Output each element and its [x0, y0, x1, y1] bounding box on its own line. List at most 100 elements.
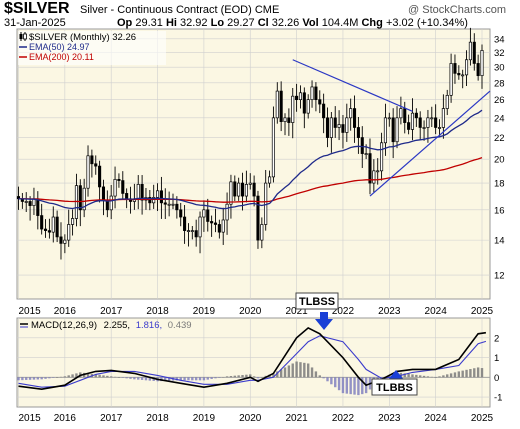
candle-body: [380, 142, 384, 172]
candle-body: [318, 99, 322, 105]
candle-body: [82, 187, 86, 211]
candle-body: [171, 203, 175, 206]
tlbbs-annotation: TLBBS: [371, 370, 418, 396]
macd-histogram-bar: [140, 377, 144, 380]
macd-histogram-bar: [164, 377, 167, 381]
macd-plot-area: [16, 317, 491, 408]
macd-histogram-bar: [187, 377, 190, 381]
candle-body: [364, 153, 368, 155]
candle-body: [314, 86, 318, 101]
change-value: +3.02 (+10.34%): [385, 17, 468, 29]
candle-body: [461, 74, 465, 77]
exchange-label: CME: [254, 4, 280, 16]
macd-histogram-bar: [272, 373, 275, 378]
candle-body: [248, 182, 252, 185]
macd-histogram-bar: [148, 377, 152, 381]
macd-histogram-bar: [469, 369, 472, 378]
histogram-value: 0.439: [168, 320, 192, 331]
candle-body: [414, 112, 418, 119]
macd-histogram-bar: [306, 363, 310, 378]
macd-histogram-bar: [75, 373, 78, 378]
candle-body: [403, 108, 407, 123]
macd-histogram-bar: [337, 377, 341, 391]
macd-histogram-bar: [36, 377, 40, 380]
candle-body: [55, 216, 59, 238]
candle-body: [167, 203, 171, 206]
macd-histogram-bar: [430, 376, 433, 378]
macd-tick-label: -1: [494, 393, 502, 404]
candle-body: [368, 153, 372, 184]
ema50-line: [18, 109, 483, 210]
high-label: Hi: [165, 17, 177, 29]
price-tick-label: 24: [494, 113, 505, 124]
open-value: 29.31: [135, 17, 163, 29]
candle-body: [233, 181, 237, 197]
candle-body: [101, 186, 106, 201]
candle-body: [210, 221, 214, 224]
macd-histogram-bar: [210, 377, 213, 379]
candle-body: [345, 117, 349, 133]
macd-histogram-bar: [86, 373, 90, 378]
tlbss-arrow-icon: [315, 312, 333, 330]
candle-body: [333, 117, 337, 128]
price-tick-label: 14: [494, 236, 505, 247]
price-tick-label: 16: [494, 205, 505, 216]
candle-body: [175, 203, 179, 211]
grid-lines: [17, 29, 490, 407]
macd-histogram-bar: [465, 369, 468, 378]
macd-year-label: 2021: [285, 413, 308, 424]
macd-year-label: 2015: [19, 413, 42, 424]
close-label: Cl: [257, 17, 269, 29]
price-year-label: 2023: [378, 306, 401, 317]
macd-histogram-bar: [237, 375, 240, 378]
macd-histogram-bar: [21, 377, 24, 381]
price-year-label: 2022: [332, 306, 355, 317]
watermark: @ StockCharts.com: [408, 4, 506, 16]
macd-histogram-bar: [125, 377, 128, 379]
price-tick-label: 28: [494, 78, 505, 89]
candle-body: [221, 219, 225, 233]
candle-body: [383, 117, 387, 144]
candle-body: [59, 236, 63, 244]
macd-year-label: 2017: [100, 413, 123, 424]
candle-body: [391, 117, 395, 143]
candle-body: [372, 170, 376, 184]
price-year-label: 2025: [471, 306, 494, 317]
macd-tick-label: 0: [494, 373, 499, 384]
macd-year-label: 2019: [193, 413, 216, 424]
macd-histogram-bar: [59, 376, 63, 378]
candle-body: [480, 50, 484, 77]
macd-histogram-bar: [17, 377, 20, 381]
tlbss-label-box: [295, 292, 339, 310]
candle-body: [63, 239, 67, 244]
low-value: 29.27: [227, 17, 255, 29]
candle-body: [113, 178, 117, 197]
candle-body: [395, 117, 399, 143]
macd-histogram-bar: [121, 377, 124, 378]
signal-value: 1.816,: [136, 320, 162, 331]
price-tick-label: 34: [494, 34, 505, 45]
ema200-line: [18, 156, 483, 203]
candle-body: [457, 72, 461, 76]
candle-body: [476, 63, 480, 77]
legend-ema200: EMA(200) 20.11: [29, 52, 94, 62]
price-tick-label: 22: [494, 133, 505, 144]
price-year-label: 2015: [19, 306, 42, 317]
candle-body: [295, 95, 299, 101]
candle-body: [51, 216, 55, 233]
candle-body: [441, 108, 445, 128]
macd-histogram-bar: [422, 375, 426, 378]
candle-body: [94, 163, 98, 167]
candle-body: [352, 108, 357, 128]
candle-body: [430, 117, 434, 120]
macd-year-label: 2016: [54, 413, 77, 424]
macd-histogram-bar: [473, 368, 476, 378]
price-year-label: 2016: [54, 306, 77, 317]
candle-body: [465, 59, 469, 76]
candle-body: [325, 117, 330, 138]
macd-histogram-bar: [214, 377, 217, 379]
macd-legend-swatches: [20, 323, 28, 328]
macd-histogram-bar: [453, 372, 457, 378]
macd-histogram-bar: [341, 377, 345, 394]
candle-body: [287, 117, 291, 123]
